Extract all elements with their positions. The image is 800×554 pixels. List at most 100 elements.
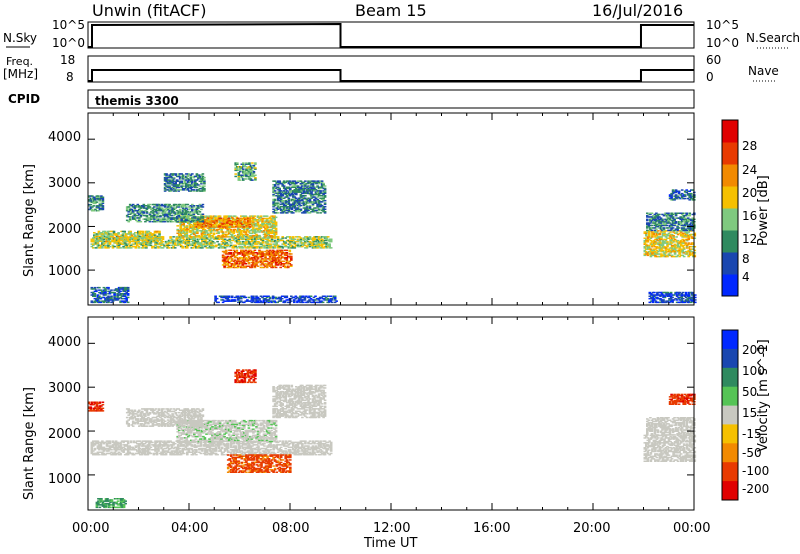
panel0-cell	[295, 244, 298, 247]
panel0-cell	[290, 238, 294, 240]
panel0-cell	[255, 245, 259, 248]
panel0-cell	[243, 254, 246, 256]
panel0-cell	[244, 232, 248, 234]
panel0-cell	[192, 237, 195, 239]
panel0-cell	[325, 237, 328, 239]
panel0-cell	[123, 230, 126, 233]
panel0-cell	[214, 226, 217, 228]
panel0-cell	[210, 239, 213, 242]
panel0-cell	[288, 265, 292, 267]
panel0-cell	[90, 243, 94, 245]
panel0-cell	[243, 261, 246, 264]
panel0-cell	[229, 253, 232, 255]
panel0-cell	[287, 255, 290, 258]
panel0-cell	[186, 247, 189, 249]
panel0-cell	[153, 213, 156, 215]
panel0-cell	[240, 266, 243, 269]
panel0-cell	[290, 247, 294, 249]
panel0-cell	[310, 244, 313, 247]
panel0-cell	[268, 264, 272, 266]
panel0-cell	[92, 243, 95, 245]
panel0-cell	[148, 220, 152, 223]
panel0-cell	[148, 243, 151, 245]
panel0-cell	[117, 232, 120, 234]
panel0-cell	[213, 238, 216, 240]
panel0-cell	[269, 247, 272, 249]
panel0-cell	[226, 215, 229, 217]
panel0-cell	[246, 230, 249, 232]
panel0-cell	[231, 245, 234, 248]
panel0-cell	[164, 240, 168, 243]
panel0-cell	[245, 240, 248, 243]
panel0-cell	[287, 266, 290, 269]
panel0-cell	[190, 244, 194, 247]
panel0-cell	[253, 254, 257, 256]
panel0-cell	[322, 240, 325, 243]
panel0-cell	[160, 236, 163, 238]
panel0-cell	[227, 226, 231, 228]
panel0-cell	[292, 237, 295, 239]
panel0-cell	[253, 232, 257, 234]
panel0-cell	[262, 222, 266, 225]
panel0-cell	[269, 245, 272, 248]
panel0-cell	[132, 243, 136, 245]
panel0-cell	[209, 215, 213, 217]
panel0-cell	[302, 243, 306, 245]
panel0-cell	[319, 242, 322, 244]
panel0-cell	[128, 239, 131, 242]
power-ytick-3000: 3000	[48, 176, 82, 191]
panel0-cell	[289, 247, 292, 249]
panel0-cell	[241, 249, 245, 252]
panel0-cell	[169, 237, 172, 239]
panel0-cell	[268, 256, 272, 259]
panel0-cell	[202, 232, 205, 234]
panel0-cell	[192, 239, 195, 242]
panel0-cell	[142, 247, 145, 249]
panel0-cell	[107, 243, 110, 245]
panel0-cell	[230, 263, 234, 265]
velocity-cb-tick-m200: -200	[742, 482, 770, 496]
panel0-cell	[196, 247, 200, 249]
panel0-cell	[273, 237, 277, 239]
panel0-cell	[314, 295, 317, 297]
panel0-cell	[255, 227, 258, 230]
panel0-cell	[273, 244, 277, 247]
panel0-cell	[250, 265, 254, 267]
panel0-cell	[245, 243, 248, 245]
panel0-cell	[174, 181, 177, 184]
panel0-cell	[258, 252, 261, 254]
panel0-cell	[281, 237, 284, 239]
panel0-cell	[302, 237, 306, 239]
panel0-cell	[253, 225, 257, 227]
panel0-cell	[248, 223, 252, 226]
panel0-cell	[268, 253, 272, 255]
panel0-cell	[274, 261, 278, 264]
panel0-cell	[265, 220, 269, 222]
panel0-cell	[261, 221, 264, 223]
panel0-cell	[179, 227, 182, 230]
panel0-cell	[271, 256, 275, 259]
panel0-cell	[314, 236, 318, 238]
panel0-cell	[176, 225, 179, 227]
panel0-cell	[666, 241, 669, 243]
panel0-cell	[208, 247, 212, 249]
panel0-cell	[279, 238, 283, 240]
panel0-cell	[280, 256, 284, 259]
panel0-cell	[254, 240, 257, 243]
panel0-cell	[326, 243, 330, 245]
panel0-cell	[246, 253, 249, 255]
velocity-ytick-2000: 2000	[48, 427, 82, 442]
power-ytick-4000: 4000	[48, 130, 82, 145]
panel0-cell	[160, 239, 163, 242]
panel0-cell	[107, 288, 110, 290]
panel0-cell	[157, 247, 160, 249]
panel0-cell	[304, 195, 307, 197]
panel0-cell	[268, 234, 272, 237]
panel0-cell	[179, 233, 182, 236]
panel0-cell	[247, 250, 251, 253]
panel0-cell	[248, 237, 251, 239]
panel0-cell	[160, 242, 163, 244]
panel0-cell	[253, 234, 257, 237]
panel0-cell	[220, 238, 224, 240]
panel0-cell	[137, 242, 141, 244]
